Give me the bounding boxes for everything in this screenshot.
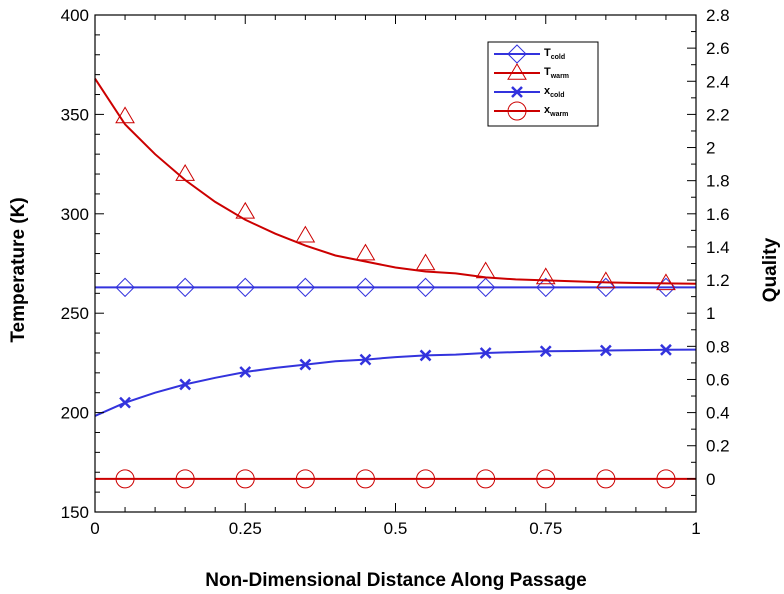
- legend-label: xwarm: [544, 104, 568, 118]
- plot-frame: [94, 14, 697, 513]
- y-right-tick-label: 0.2: [706, 437, 730, 456]
- series-marker-T-warm: [656, 273, 676, 291]
- series-marker-x-warm: [235, 469, 255, 489]
- series-marker-x-cold: [479, 347, 492, 359]
- series-marker-x-warm: [656, 469, 676, 489]
- series-marker-x-warm: [295, 469, 315, 489]
- series-marker-T-warm: [355, 243, 376, 261]
- series-marker-x-cold: [119, 396, 131, 409]
- y-right-tick-label: 2: [706, 139, 715, 158]
- series-marker-T-warm: [115, 106, 135, 124]
- series-marker-T-warm: [235, 201, 256, 219]
- legend-label-subscript: cold: [551, 54, 565, 61]
- y-right-tick-label: 1.4: [706, 238, 730, 257]
- legend-marker: [507, 63, 527, 80]
- series-marker-x-warm: [175, 469, 195, 489]
- x-tick-label: 1: [691, 519, 700, 538]
- y-axis-right-title: Quality: [760, 237, 781, 302]
- legend-label: Twarm: [544, 66, 569, 80]
- series-marker-x-warm: [416, 469, 436, 489]
- legend-label-main: x: [544, 104, 551, 116]
- plot-area: [94, 78, 697, 489]
- y-right-tick-label: 2.2: [706, 105, 730, 124]
- y-axis-left-title: Temperature (K): [8, 197, 29, 342]
- legend-label-main: T: [544, 47, 551, 59]
- series-marker-T-warm: [535, 267, 556, 285]
- y-left-tick-label: 150: [61, 503, 89, 522]
- y-right-tick-label: 2.4: [706, 72, 730, 91]
- series-marker-T-cold: [475, 277, 496, 298]
- y-right-tick-label: 1: [706, 304, 715, 323]
- legend-marker: [507, 44, 527, 64]
- y-right-tick-label: 2.6: [706, 39, 730, 58]
- y-left-tick-label: 250: [61, 304, 89, 323]
- series-marker-T-warm: [475, 261, 496, 279]
- y-left-tick-label: 300: [61, 205, 89, 224]
- series-marker-T-cold: [235, 277, 255, 298]
- series-marker-T-cold: [175, 277, 195, 298]
- y-left-tick-label: 200: [61, 404, 89, 423]
- y-right-tick-label: 0: [706, 470, 715, 489]
- series-marker-x-warm: [115, 469, 135, 489]
- series-marker-x-warm: [355, 469, 375, 489]
- series-marker-x-cold: [599, 344, 612, 357]
- series-marker-T-warm: [295, 225, 316, 243]
- series-marker-T-warm: [415, 253, 436, 271]
- series-marker-T-warm: [595, 271, 616, 289]
- y-right-tick-label: 0.6: [706, 370, 730, 389]
- y-right-tick-label: 0.4: [706, 404, 730, 423]
- legend-label-main: T: [544, 66, 551, 78]
- legend-label-subscript: warm: [549, 111, 568, 118]
- legend-label-subscript: cold: [550, 92, 564, 99]
- legend-label: xcold: [544, 85, 565, 99]
- series-line-T-warm: [94, 78, 697, 285]
- legend-label-subscript: warm: [550, 73, 569, 80]
- x-tick-label: 0.75: [529, 519, 562, 538]
- series-marker-x-cold: [239, 366, 252, 378]
- y-right-tick-label: 1.6: [706, 205, 730, 224]
- y-right-tick-label: 2.8: [706, 6, 730, 25]
- series-marker-x-cold: [299, 358, 312, 371]
- legend-marker: [511, 86, 523, 98]
- axes: 0 0.25 0.5 0.75 1 150 200 250 300 350 400 0 0.2 0.4 0.…: [61, 6, 730, 538]
- series-marker-x-cold: [539, 345, 552, 358]
- y-right-tick-label: 1.2: [706, 271, 730, 290]
- y-right-tick-label: 0.8: [706, 337, 730, 356]
- y-left-tick-label: 400: [61, 6, 89, 25]
- legend-label: Tcold: [544, 47, 565, 61]
- series-marker-x-cold: [359, 353, 372, 366]
- series-marker-T-cold: [115, 277, 135, 298]
- y-right-tick-label: 1.8: [706, 172, 730, 191]
- series-marker-x-warm: [536, 469, 556, 489]
- series-marker-x-cold: [660, 343, 672, 356]
- x-axis-title: Non-Dimensional Distance Along Passage: [205, 570, 587, 591]
- series-marker-T-cold: [536, 277, 556, 298]
- series-marker-x-warm: [476, 469, 496, 489]
- series-marker-x-cold: [179, 378, 192, 391]
- x-tick-label: 0: [90, 519, 99, 538]
- series-marker-T-cold: [415, 277, 436, 298]
- series-marker-x-cold: [419, 349, 432, 362]
- series-marker-x-warm: [596, 469, 616, 489]
- series-marker-T-cold: [596, 277, 616, 298]
- series-line-x-cold: [94, 348, 697, 417]
- series-marker-T-cold: [295, 277, 316, 298]
- y-left-tick-label: 350: [61, 105, 89, 124]
- x-tick-label: 0.25: [229, 519, 262, 538]
- series-marker-T-warm: [175, 164, 196, 181]
- legend-marker: [507, 101, 527, 121]
- legend-label-main: x: [544, 85, 551, 97]
- series-marker-T-cold: [355, 277, 376, 298]
- x-tick-label: 0.5: [384, 519, 408, 538]
